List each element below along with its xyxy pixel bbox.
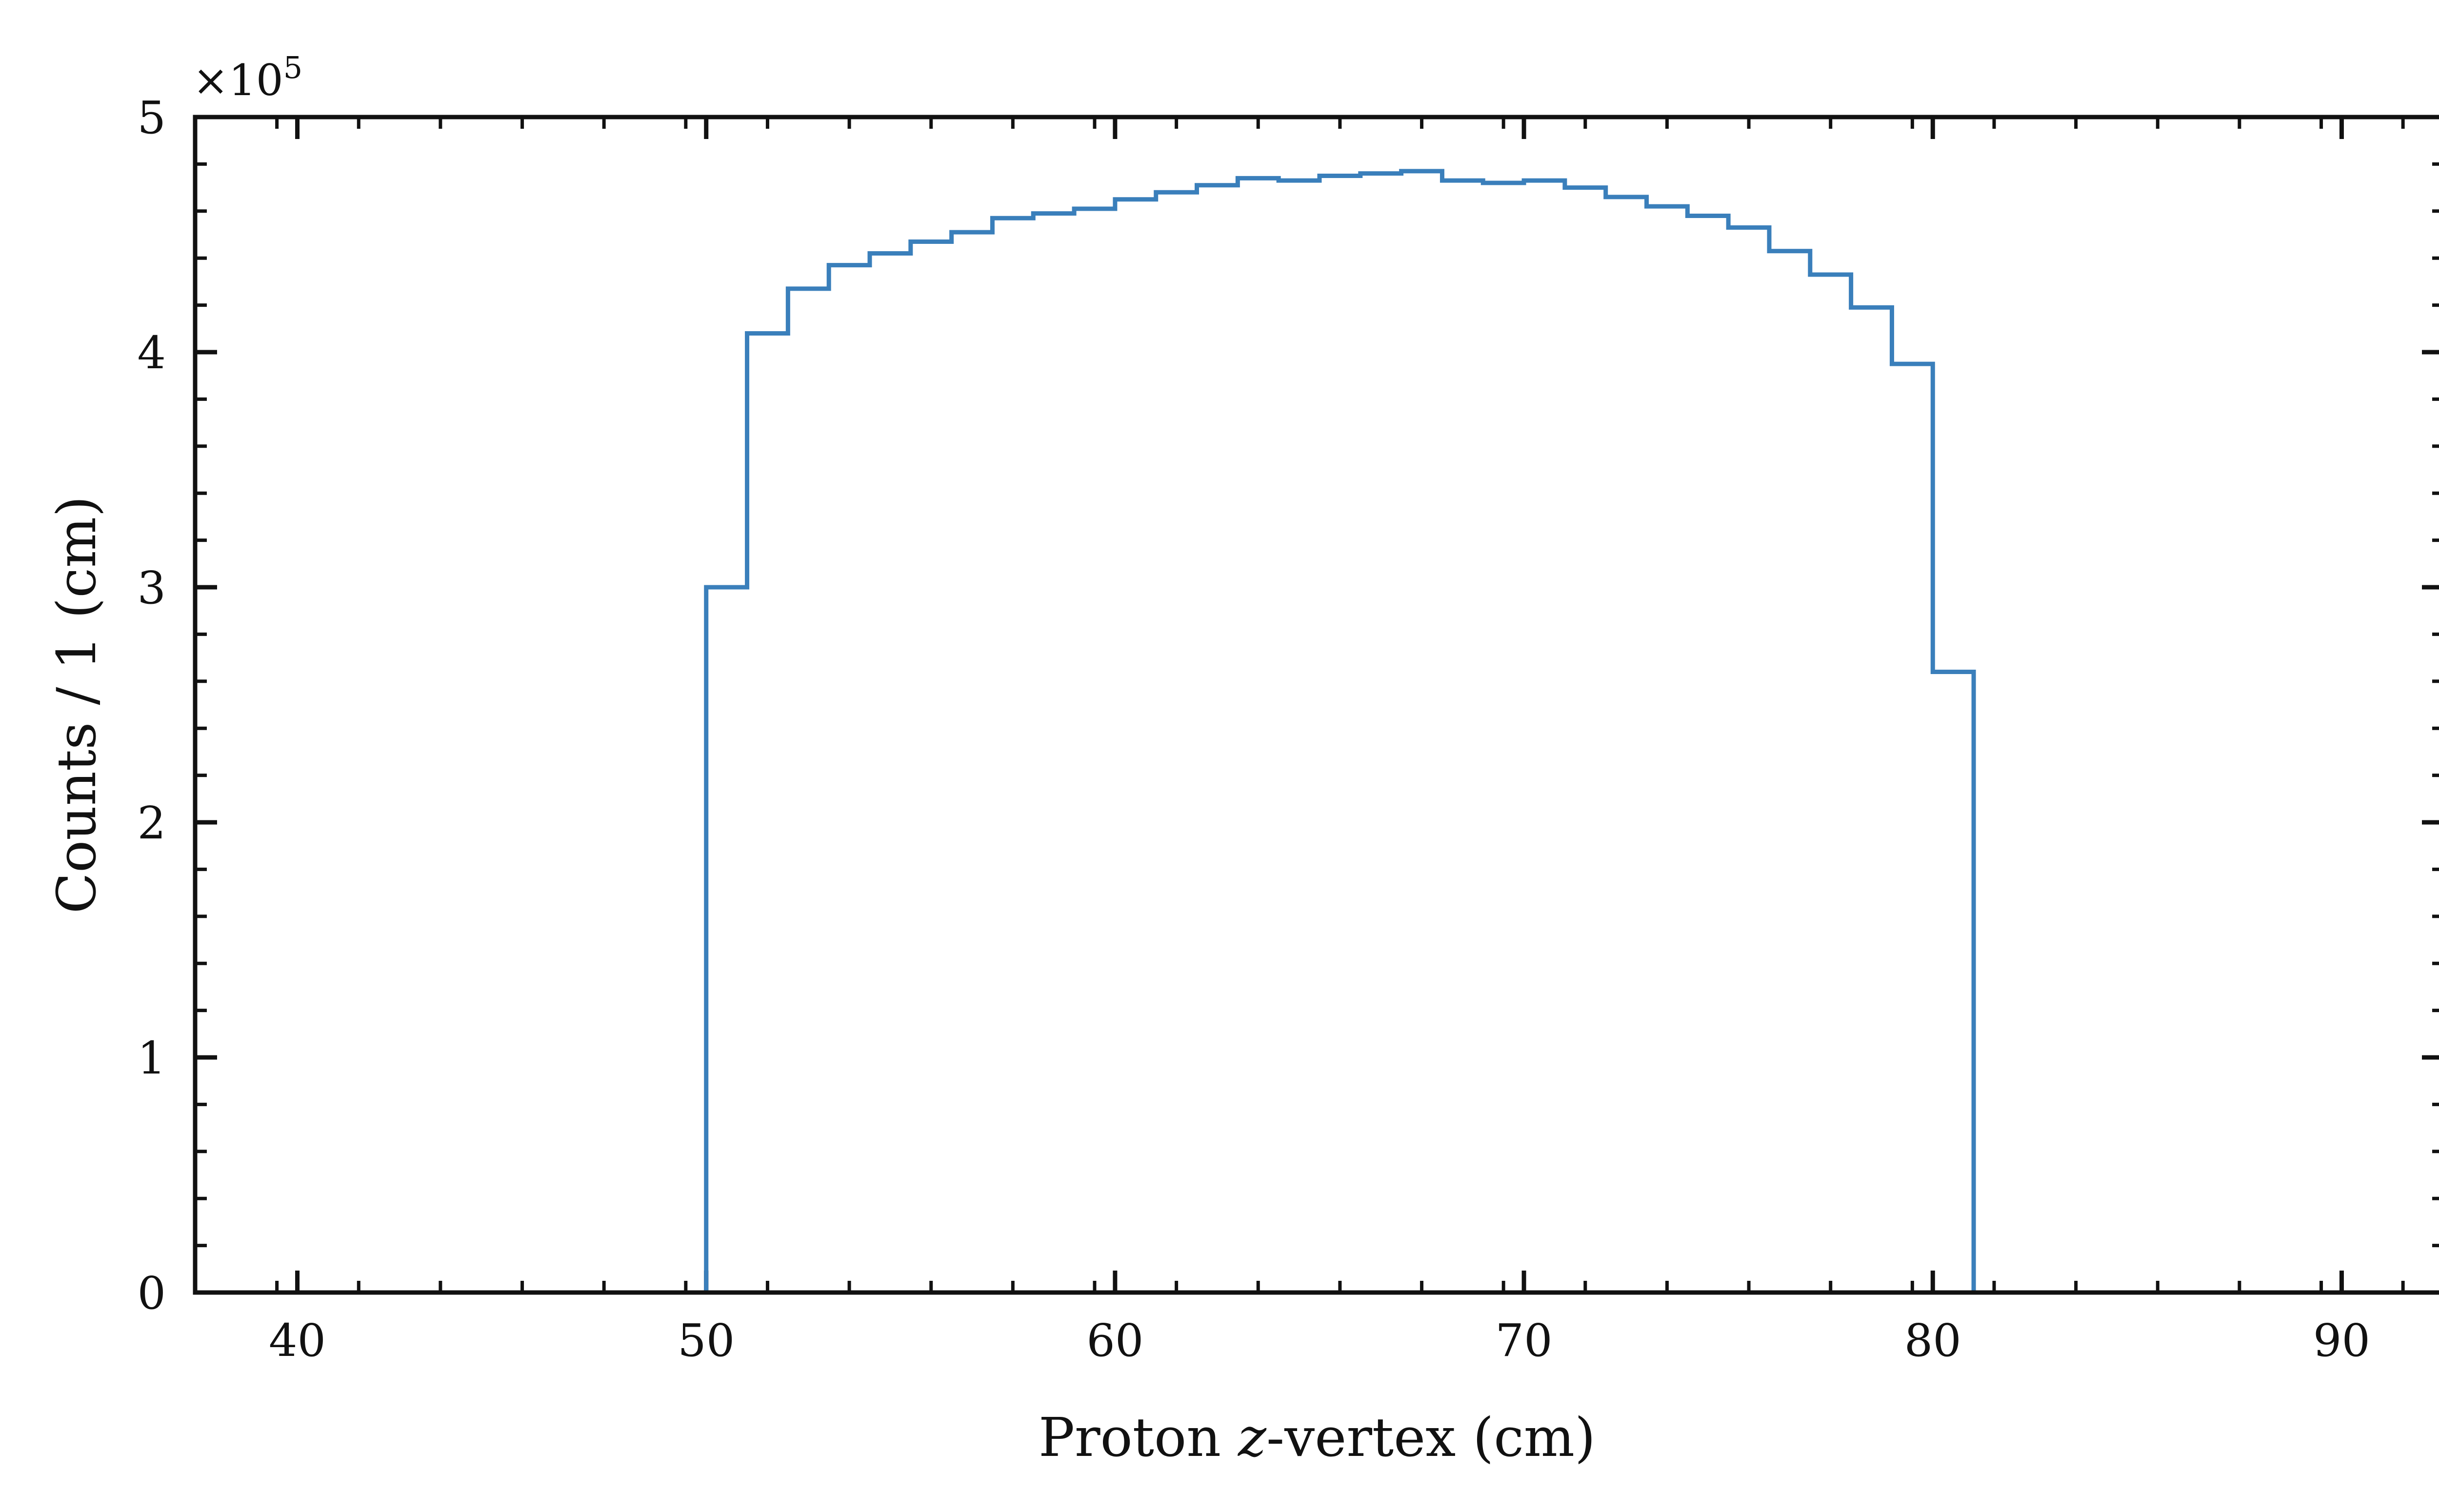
x-tick-label: 50 (678, 1314, 735, 1367)
y-tick-label: 3 (137, 562, 166, 614)
x-tick-labels: 40 50 60 70 80 90 (269, 1314, 2370, 1367)
x-tick-label: 40 (269, 1314, 326, 1367)
x-minor-ticks (193, 117, 2405, 1293)
y-tick-label: 2 (137, 797, 166, 849)
x-tick-label: 60 (1086, 1314, 1143, 1367)
y-axis-multiplier: ×105 (193, 50, 302, 105)
y-tick-label: 4 (137, 327, 166, 379)
y-tick-label: 5 (137, 92, 166, 144)
y-tick-label: 1 (137, 1032, 166, 1084)
x-axis-title-prefix: Proton (1039, 1406, 1238, 1469)
plot-frame (193, 115, 2439, 1295)
x-major-ticks (295, 117, 2344, 1293)
y-minor-ticks (195, 162, 2439, 1248)
y-tick-labels: 0 1 2 3 4 5 (137, 92, 166, 1319)
x-axis-title-variable: z (1237, 1406, 1267, 1469)
x-tick-label: 90 (2313, 1314, 2370, 1367)
histogram-step-line (195, 169, 2439, 1295)
x-tick-label: 80 (1904, 1314, 1961, 1367)
y-tick-label: 0 (137, 1267, 166, 1319)
x-tick-label: 70 (1496, 1314, 1553, 1367)
y-major-ticks (195, 115, 2439, 1295)
y-axis-title: Counts / 1 (cm) (45, 496, 108, 914)
x-axis-title: Proton z-vertex (cm) (1039, 1406, 1596, 1469)
x-axis-title-suffix: -vertex (cm) (1266, 1406, 1596, 1469)
multiplier-base: ×10 (193, 55, 283, 105)
multiplier-exponent: 5 (283, 50, 302, 85)
